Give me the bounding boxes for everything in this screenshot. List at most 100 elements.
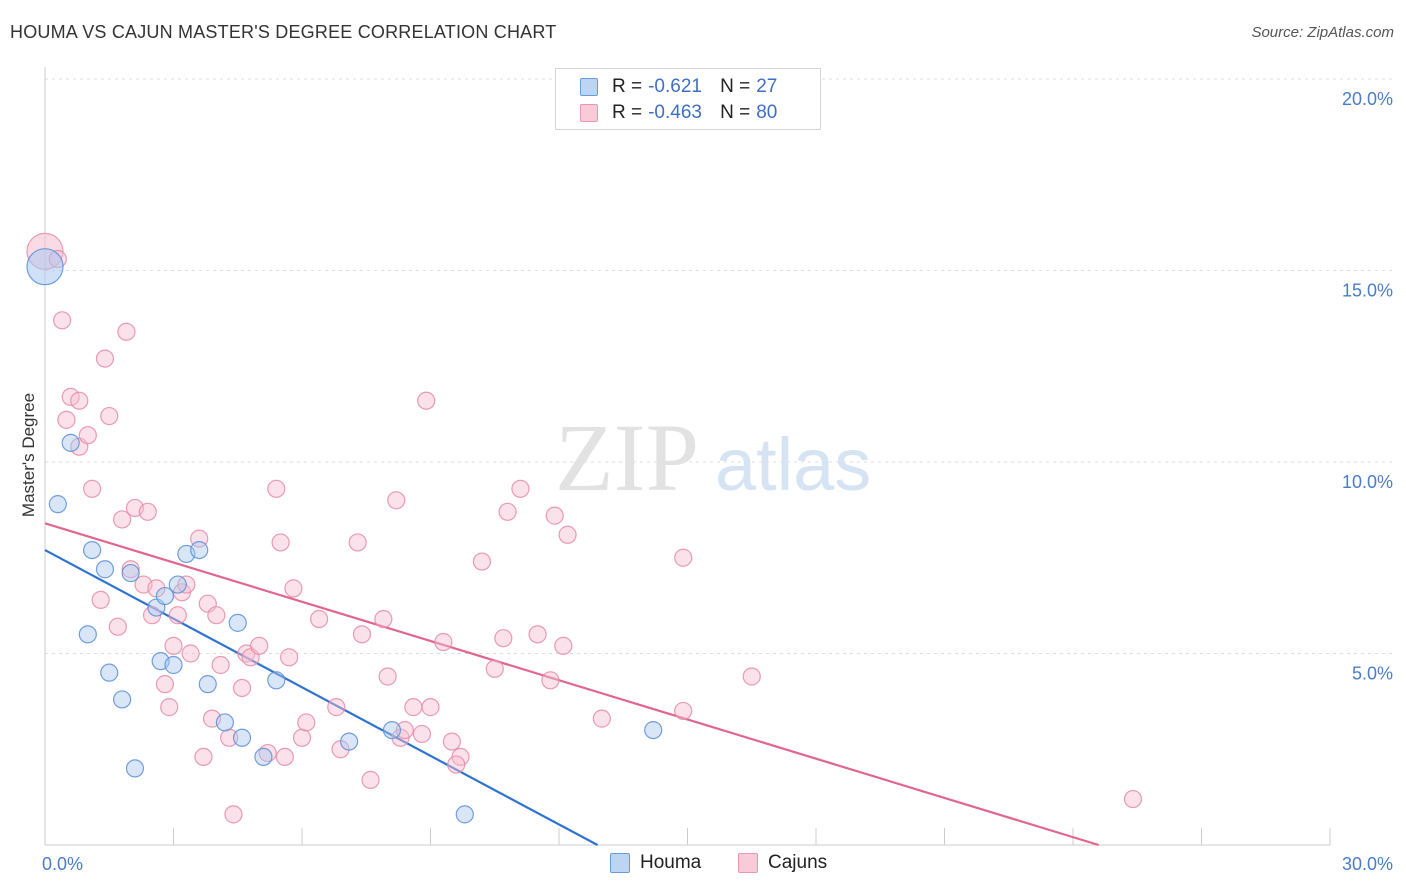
cajun-point xyxy=(472,552,491,571)
cajun-point xyxy=(95,349,115,368)
cajun-trend-line xyxy=(44,522,1100,847)
houma-point xyxy=(198,675,217,694)
houma-point xyxy=(340,732,359,751)
houma-legend-swatch xyxy=(610,853,630,873)
axes xyxy=(44,67,1331,846)
cajun-point xyxy=(160,698,179,717)
cajun-point xyxy=(211,655,230,675)
houma-point xyxy=(228,613,247,632)
houma-point xyxy=(78,625,97,644)
r-value: -0.463 xyxy=(648,102,702,123)
cajun-point xyxy=(485,659,504,678)
cajun-point xyxy=(558,525,577,544)
cajun-point xyxy=(108,617,127,636)
cajun-point xyxy=(70,391,89,410)
houma-point xyxy=(164,655,183,675)
houma-point xyxy=(267,671,286,690)
houma-point xyxy=(155,586,175,606)
n-value: 80 xyxy=(756,102,778,123)
houma-legend-label: Houma xyxy=(640,852,702,873)
bottom-legend-houma: Houma xyxy=(610,852,701,874)
n-label: N = xyxy=(720,76,751,97)
r-label: R = xyxy=(612,76,643,97)
cajun-point xyxy=(374,609,393,629)
cajun-legend-swatch xyxy=(738,853,758,873)
legend-row-cajuns: R = -0.463 N = 80 xyxy=(580,100,777,126)
watermark-atlas: atlas xyxy=(715,423,871,506)
cajun-point xyxy=(207,606,226,625)
cajun-point xyxy=(53,311,72,330)
cajun-point xyxy=(117,322,136,341)
correlation-legend: R = -0.621 N = 27 R = -0.463 N = 80 xyxy=(555,68,821,130)
cajun-point xyxy=(545,506,564,525)
cajun-point xyxy=(447,755,466,774)
houma-point xyxy=(125,759,145,778)
grid-lines xyxy=(45,78,1395,654)
cajun-point xyxy=(297,713,316,732)
n-value: 27 xyxy=(756,76,778,97)
watermark: ZIP atlas xyxy=(555,404,871,511)
houma-point xyxy=(26,248,64,286)
houma-point xyxy=(644,720,663,740)
cajun-point xyxy=(494,629,513,648)
cajun-point xyxy=(434,632,453,652)
cajun-point xyxy=(1123,789,1143,809)
r-label: R = xyxy=(612,102,643,123)
houma-trend-line xyxy=(44,549,599,846)
cajun-point xyxy=(250,636,269,655)
x-tick-label: 0.0% xyxy=(42,854,83,874)
houma-point xyxy=(121,563,140,583)
houma-point xyxy=(254,747,273,767)
cajun-point xyxy=(541,671,560,690)
cajun-point xyxy=(83,479,102,498)
cajun-point xyxy=(61,387,80,406)
cajun-point xyxy=(412,724,432,744)
cajun-point xyxy=(168,606,187,625)
bottom-legend-cajuns: Cajuns xyxy=(738,852,827,874)
cajun-point xyxy=(528,625,547,644)
r-value: -0.621 xyxy=(648,76,702,97)
cajun-point xyxy=(592,709,611,728)
cajun-point xyxy=(511,479,530,498)
cajun-point xyxy=(554,636,573,655)
cajun-point xyxy=(395,720,414,740)
cajun-point xyxy=(284,579,303,598)
cajun-point xyxy=(292,728,312,747)
y-tick-label: 10.0% xyxy=(1342,472,1393,492)
houma-point xyxy=(100,663,119,682)
cajun-point xyxy=(417,391,436,410)
houma-point xyxy=(232,728,252,747)
houma-point xyxy=(83,540,102,560)
cajun-point xyxy=(280,648,299,667)
cajun-point xyxy=(498,502,517,521)
houma-point xyxy=(382,720,402,740)
cajun-point xyxy=(387,491,406,510)
cajun-point xyxy=(232,678,252,698)
cajun-point xyxy=(442,732,462,751)
cajun-point xyxy=(674,548,693,567)
cajun-point xyxy=(378,667,397,686)
n-label: N = xyxy=(720,102,751,123)
cajun-point xyxy=(57,410,76,429)
cajun-point xyxy=(121,560,140,579)
y-tick-label: 15.0% xyxy=(1342,281,1393,301)
y-axis-title: Master's Degree xyxy=(19,393,38,517)
cajun-point xyxy=(181,644,200,663)
houma-point xyxy=(61,433,80,452)
cajun-point xyxy=(674,701,693,721)
cajun-point xyxy=(352,625,372,644)
source-credit: Source: ZipAtlas.com xyxy=(1251,24,1394,41)
data-points xyxy=(26,232,1143,824)
cajun-point xyxy=(155,675,175,694)
cajun-swatch xyxy=(580,104,598,122)
cajun-point xyxy=(194,747,213,767)
tick-labels: 5.0% 10.0% 15.0% 20.0% 0.0% 30.0% xyxy=(42,89,1393,874)
y-tick-label: 5.0% xyxy=(1352,664,1393,684)
cajun-point xyxy=(112,510,132,529)
cajun-point xyxy=(91,590,110,609)
legend-row-houma: R = -0.621 N = 27 xyxy=(580,74,777,100)
houma-point xyxy=(215,713,234,732)
watermark-zip: ZIP xyxy=(555,404,699,511)
cajun-point xyxy=(404,698,423,717)
